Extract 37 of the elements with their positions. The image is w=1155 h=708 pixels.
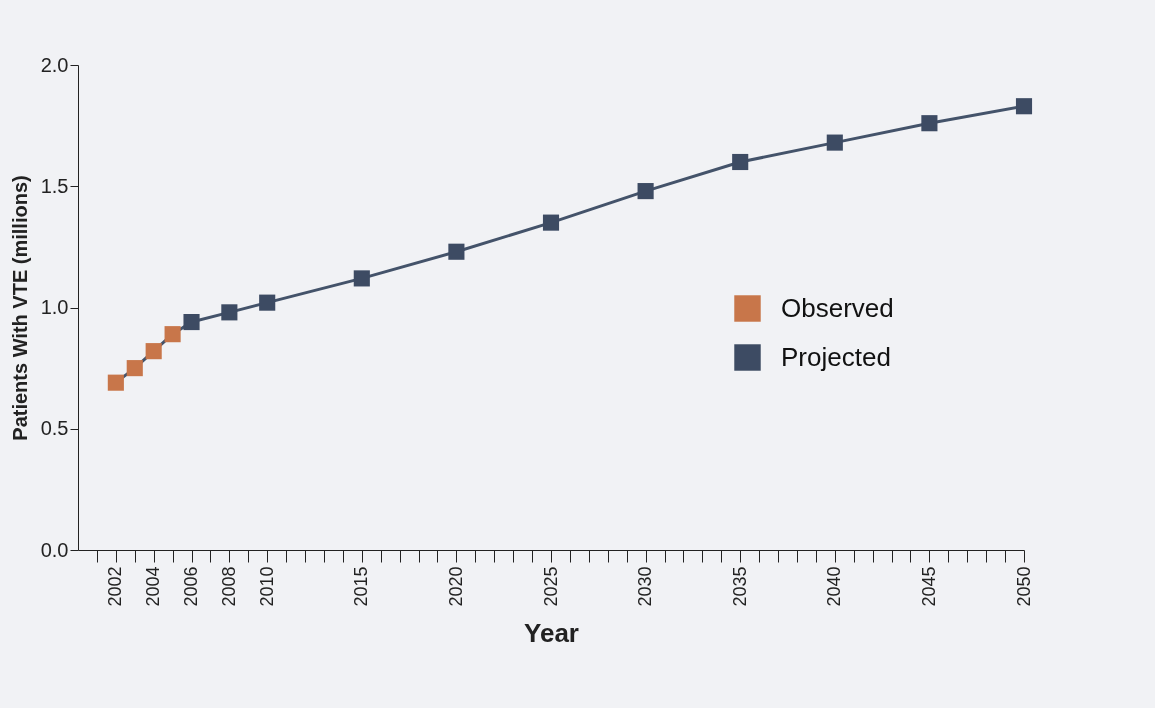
x-tick-label: 2004 <box>143 566 164 607</box>
x-tick-label: 2030 <box>635 566 656 607</box>
point <box>183 313 200 331</box>
point <box>164 326 181 343</box>
x-tick-label: 2002 <box>105 566 126 607</box>
y-tick-label: 1.5 <box>40 174 69 197</box>
y-tick-label: 2.0 <box>40 53 69 76</box>
y-tick-label: 0.5 <box>40 417 69 440</box>
point <box>353 270 370 287</box>
y-tick-label: 1.0 <box>40 296 69 318</box>
x-tick-label: 2050 <box>1013 566 1034 607</box>
point <box>732 153 749 171</box>
point <box>221 304 238 321</box>
point <box>637 183 654 200</box>
point <box>542 214 560 231</box>
point <box>826 134 843 151</box>
x-tick-label: 2040 <box>824 566 845 607</box>
x-tick-label: 2020 <box>445 566 466 607</box>
x-tick-label: 2008 <box>218 566 239 607</box>
legend-label: Observed <box>781 292 894 323</box>
x-tick-label: 2010 <box>256 566 277 607</box>
point <box>126 360 143 377</box>
x-tick-label: 2035 <box>729 566 750 607</box>
point <box>448 243 465 260</box>
x-tick-label: 2006 <box>181 566 202 607</box>
y-tick-label: 0.0 <box>40 538 69 561</box>
x-tick-label: 2015 <box>351 566 372 607</box>
y-axis-title: Patients With VTE (millions) <box>8 175 31 441</box>
x-tick-label: 2025 <box>540 566 561 607</box>
point <box>259 294 276 311</box>
point <box>107 374 124 391</box>
point <box>1015 98 1033 115</box>
x-tick-label: 2045 <box>918 566 939 607</box>
x-axis-title: Year <box>524 617 579 648</box>
point <box>145 343 162 360</box>
legend-label: Projected <box>781 341 891 372</box>
point <box>921 115 938 132</box>
